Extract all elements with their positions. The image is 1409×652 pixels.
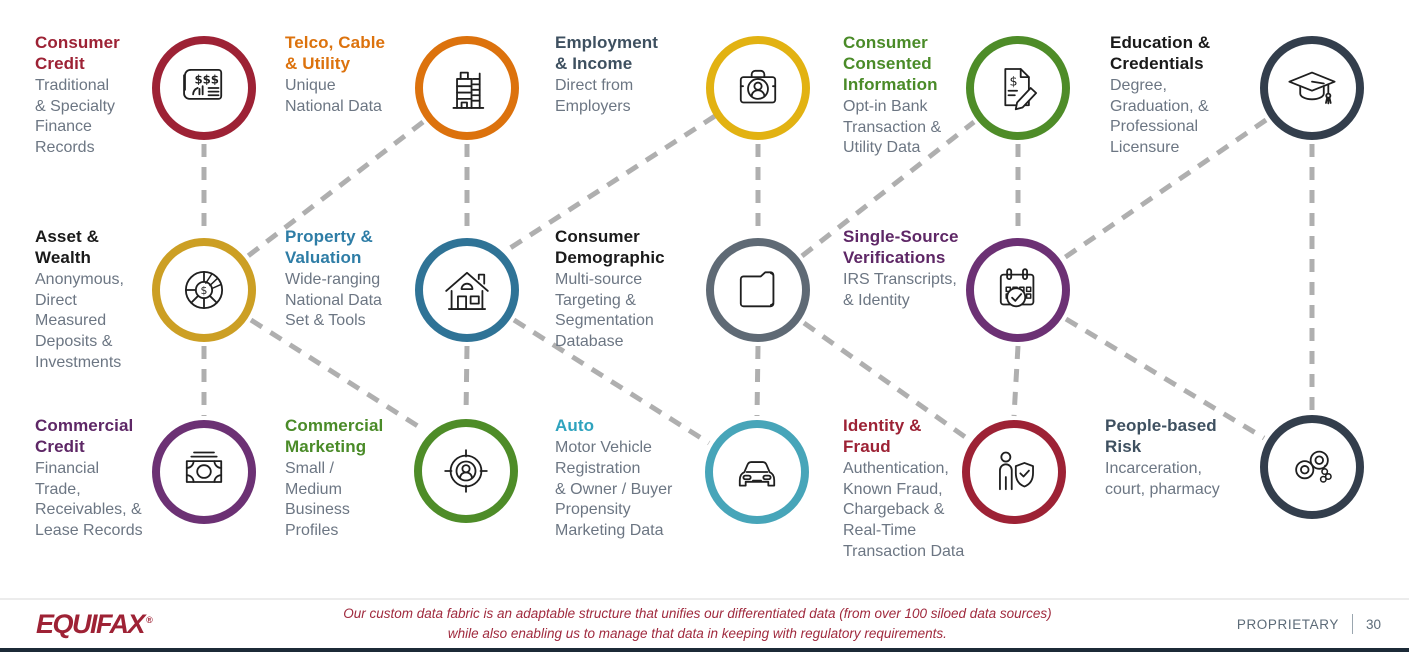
footer-tagline: Our custom data fabric is an adaptable s…	[343, 604, 1051, 645]
graduation-cap-icon	[1283, 59, 1341, 117]
house-icon	[438, 261, 496, 319]
tagline-line-2: while also enabling us to manage that da…	[447, 626, 947, 641]
single-source-circle	[966, 238, 1070, 342]
employment-circle	[706, 36, 810, 140]
page-info: PROPRIETARY 30	[1237, 614, 1381, 634]
building-icon	[438, 59, 496, 117]
banknote-icon	[175, 443, 233, 501]
auto-circle	[705, 420, 809, 524]
footer: EQUIFAX ® Our custom data fabric is an ad…	[0, 598, 1409, 652]
target-person-icon	[437, 442, 495, 500]
document-dollars-icon: $$$	[175, 59, 233, 117]
registered-mark: ®	[146, 614, 153, 625]
commercial-marketing-circle	[414, 419, 518, 523]
pie-dollar-icon: $	[175, 261, 233, 319]
briefcase-person-icon	[729, 59, 787, 117]
document-pencil-icon: $	[989, 59, 1047, 117]
logo-text: EQUIFAX	[36, 608, 146, 639]
identity-fraud-circle	[962, 420, 1066, 524]
handcuffs-icon	[1283, 438, 1341, 496]
consumer-consented-circle: $	[966, 36, 1070, 140]
commercial-credit-circle	[152, 420, 256, 524]
tagline-line-1: Our custom data fabric is an adaptable s…	[343, 605, 1052, 621]
equifax-logo: EQUIFAX ®	[36, 609, 153, 640]
asset-wealth-circle: $	[152, 238, 256, 342]
svg-text:$: $	[1009, 73, 1017, 88]
consumer-credit-circle: $$$	[152, 36, 256, 140]
proprietary-label: PROPRIETARY	[1236, 616, 1339, 632]
footer-divider	[1351, 614, 1353, 634]
car-icon	[728, 443, 786, 501]
telco-circle	[415, 36, 519, 140]
svg-text:$: $	[201, 284, 208, 297]
page-number: 30	[1365, 616, 1381, 632]
education-circle	[1260, 36, 1364, 140]
folder-icon	[729, 261, 787, 319]
consumer-demographic-circle	[706, 238, 810, 342]
calendar-check-icon	[989, 261, 1047, 319]
property-circle	[415, 238, 519, 342]
svg-text:$$$: $$$	[194, 72, 219, 86]
person-shield-icon	[985, 443, 1043, 501]
people-based-risk-circle	[1260, 415, 1364, 519]
